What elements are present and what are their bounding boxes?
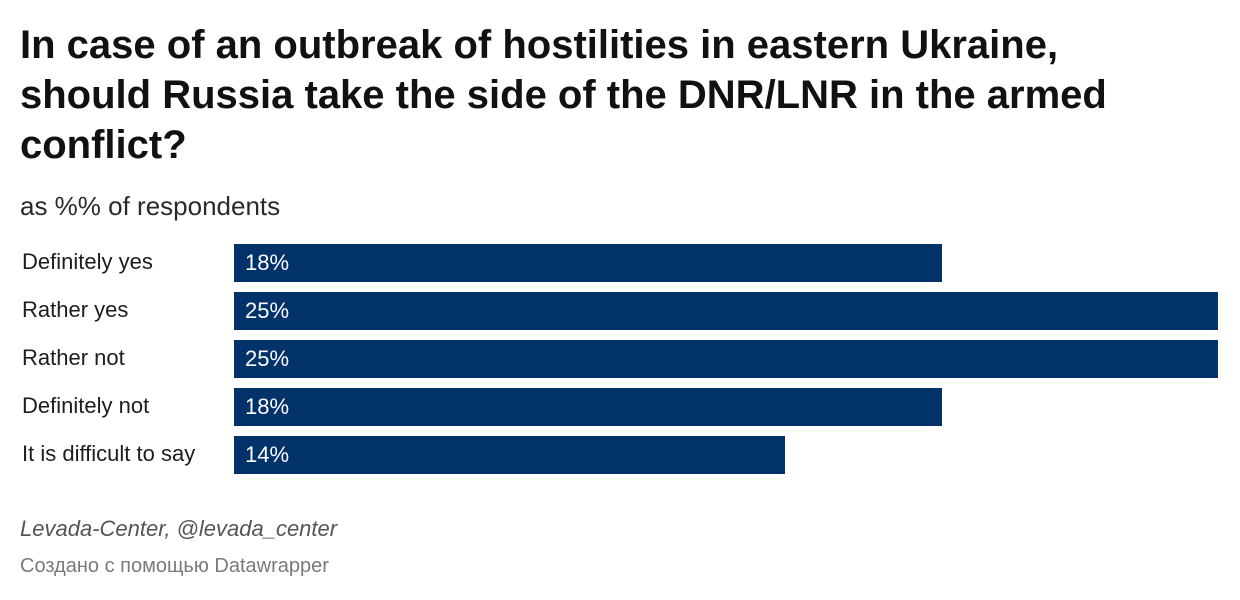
bar-chart: Definitely yes 18% Rather yes 25% Rather not… — [0, 242, 1240, 482]
category-label: It is difficult to say — [22, 441, 196, 466]
bar-row: Definitely not 18% — [0, 386, 1240, 426]
bar-value-label: 18% — [245, 250, 290, 275]
category-label: Rather yes — [22, 297, 129, 322]
bar — [234, 388, 943, 426]
category-label: Definitely yes — [22, 249, 153, 274]
bar-value-label: 18% — [245, 394, 290, 419]
category-label: Rather not — [22, 345, 125, 370]
bar-row: Definitely yes 18% — [0, 242, 1240, 282]
bar-row: It is difficult to say 14% — [0, 434, 1240, 474]
bar-row: Rather not 25% — [0, 338, 1240, 378]
bar-value-label: 14% — [245, 442, 290, 467]
chart-subtitle: as %% of respondents — [20, 191, 281, 221]
category-label: Definitely not — [22, 393, 150, 418]
bar-value-label: 25% — [245, 298, 290, 323]
chart-credit: Создано с помощью Datawrapper — [20, 555, 329, 577]
chart-source: Levada-Center, @levada_center — [20, 516, 338, 541]
bar — [234, 436, 786, 474]
bar — [234, 340, 1218, 378]
bar-value-label: 25% — [245, 346, 290, 371]
chart-title: In case of an outbreak of hostilities in… — [20, 23, 1107, 167]
bar-row: Rather yes 25% — [0, 290, 1240, 330]
bar — [234, 292, 1218, 330]
bar — [234, 244, 943, 282]
